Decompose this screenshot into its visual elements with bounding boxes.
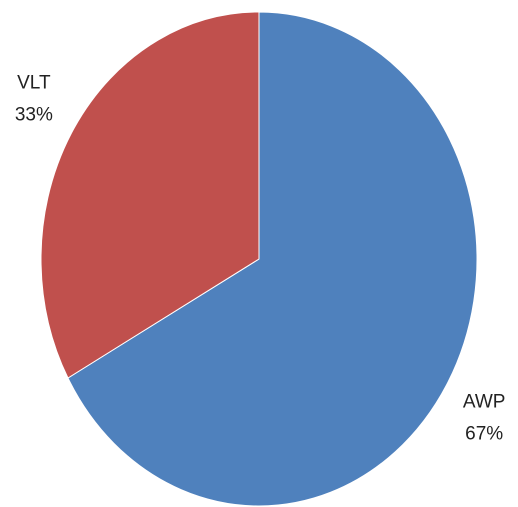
slice-label: AWP — [463, 392, 506, 413]
pie-slice — [40, 11, 260, 379]
slice-value-label: 33% — [15, 104, 53, 125]
pie-slice — [67, 11, 478, 507]
slice-label: VLT — [17, 72, 51, 93]
slice-value-label: 67% — [465, 424, 503, 445]
